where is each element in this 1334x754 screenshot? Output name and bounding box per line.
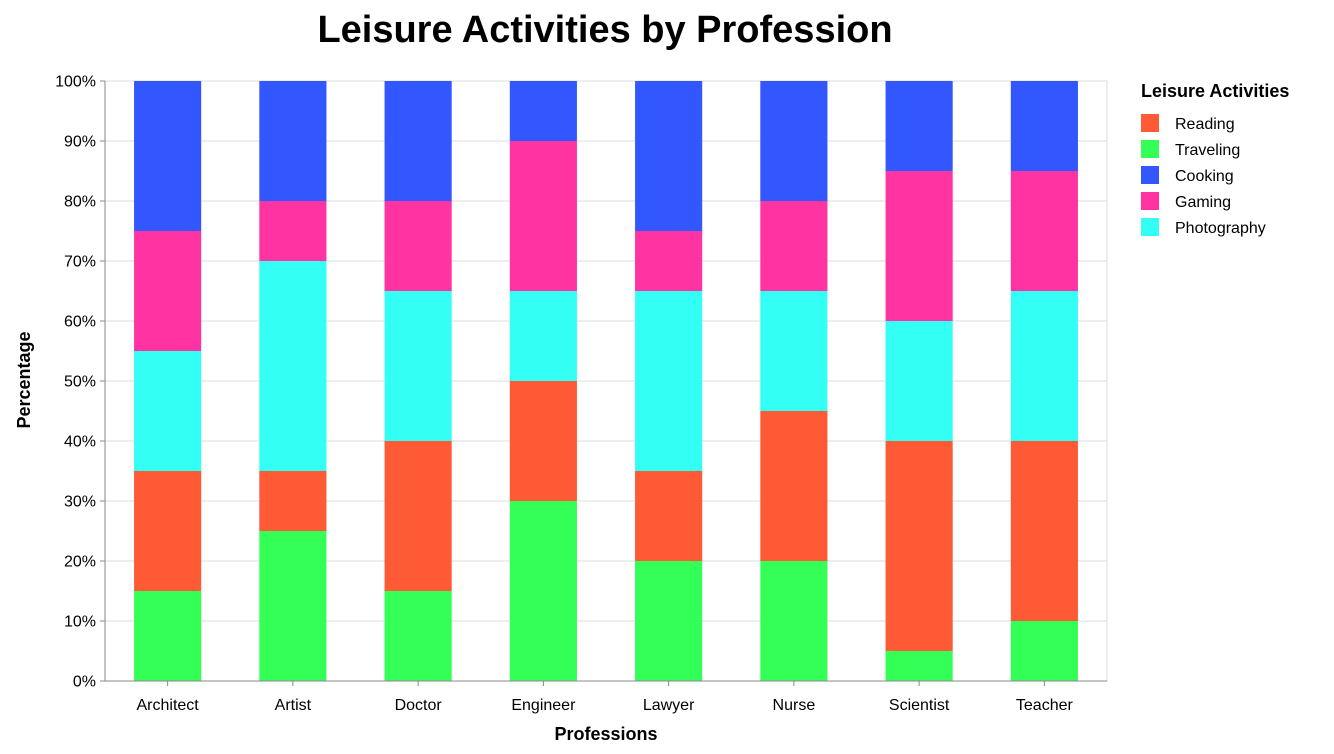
bar-engineer-gaming bbox=[509, 141, 577, 291]
legend-swatch bbox=[1141, 218, 1159, 236]
bar-doctor-cooking bbox=[384, 81, 452, 201]
x-tick-label: Lawyer bbox=[643, 697, 695, 714]
bar-artist-cooking bbox=[259, 81, 327, 201]
bar-scientist-reading bbox=[885, 441, 953, 651]
bar-scientist-gaming bbox=[885, 171, 953, 321]
legend-label: Photography bbox=[1175, 220, 1266, 237]
bar-teacher-reading bbox=[1010, 441, 1078, 621]
bar-nurse-traveling bbox=[760, 561, 828, 681]
y-tick-label: 90% bbox=[64, 134, 96, 151]
x-tick-label: Artist bbox=[275, 697, 312, 714]
legend-label: Reading bbox=[1175, 116, 1235, 133]
y-tick-label: 70% bbox=[64, 254, 96, 271]
bar-engineer-cooking bbox=[509, 81, 577, 141]
bar-nurse-photography bbox=[760, 291, 828, 411]
bar-teacher-cooking bbox=[1010, 81, 1078, 171]
axes: 0% 10% 20% 30% 40% 50% 60% 70% 80% 90% 100% Archite… bbox=[55, 74, 1107, 714]
bar-nurse-cooking bbox=[760, 81, 828, 201]
x-tick-label: Teacher bbox=[1016, 697, 1074, 714]
y-tick-label: 10% bbox=[64, 614, 96, 631]
bar-engineer-traveling bbox=[509, 501, 577, 681]
bars bbox=[134, 81, 1078, 681]
bar-scientist-photography bbox=[885, 321, 953, 441]
bar-engineer-reading bbox=[509, 381, 577, 501]
y-tick-label: 60% bbox=[64, 314, 96, 331]
bar-architect-traveling bbox=[134, 591, 202, 681]
y-axis-title: Percentage bbox=[14, 331, 34, 428]
bar-architect-photography bbox=[134, 351, 202, 471]
legend-label: Cooking bbox=[1175, 168, 1234, 185]
y-tick-label: 20% bbox=[64, 554, 96, 571]
bar-doctor-gaming bbox=[384, 201, 452, 291]
y-tick-label: 0% bbox=[73, 674, 96, 691]
bar-architect-cooking bbox=[134, 81, 202, 231]
x-tick-label: Doctor bbox=[395, 697, 443, 714]
y-tick-label: 100% bbox=[55, 74, 96, 91]
bar-teacher-photography bbox=[1010, 291, 1078, 441]
bar-teacher-traveling bbox=[1010, 621, 1078, 681]
bar-artist-photography bbox=[259, 261, 327, 471]
bar-nurse-reading bbox=[760, 411, 828, 561]
bar-lawyer-gaming bbox=[635, 231, 703, 291]
y-tick-label: 30% bbox=[64, 494, 96, 511]
bar-artist-traveling bbox=[259, 531, 327, 681]
legend: Reading Traveling Cooking Gaming Photography bbox=[1141, 114, 1266, 237]
legend-swatch bbox=[1141, 192, 1159, 210]
bar-engineer-photography bbox=[509, 291, 577, 381]
legend-label: Gaming bbox=[1175, 194, 1231, 211]
bar-lawyer-cooking bbox=[635, 81, 703, 231]
bar-lawyer-photography bbox=[635, 291, 703, 471]
y-tick-label: 50% bbox=[64, 374, 96, 391]
bar-lawyer-traveling bbox=[635, 561, 703, 681]
x-tick-label: Nurse bbox=[773, 697, 816, 714]
bar-architect-reading bbox=[134, 471, 202, 591]
gridlines bbox=[105, 80, 1108, 682]
bar-architect-gaming bbox=[134, 231, 202, 351]
x-tick-label: Engineer bbox=[511, 697, 576, 714]
bar-teacher-gaming bbox=[1010, 171, 1078, 291]
x-tick-label: Scientist bbox=[889, 697, 950, 714]
x-tick-label: Architect bbox=[137, 697, 200, 714]
bar-scientist-traveling bbox=[885, 651, 953, 681]
bar-doctor-reading bbox=[384, 441, 452, 591]
bar-doctor-traveling bbox=[384, 591, 452, 681]
y-tick-label: 40% bbox=[64, 434, 96, 451]
bar-doctor-photography bbox=[384, 291, 452, 441]
x-axis-title: Professions bbox=[554, 724, 657, 744]
legend-swatch bbox=[1141, 140, 1159, 158]
legend-label: Traveling bbox=[1175, 142, 1240, 159]
chart-title: Leisure Activities by Profession bbox=[317, 9, 892, 51]
legend-swatch bbox=[1141, 114, 1159, 132]
legend-title: Leisure Activities bbox=[1141, 81, 1289, 101]
y-tick-label: 80% bbox=[64, 194, 96, 211]
bar-lawyer-reading bbox=[635, 471, 703, 561]
legend-swatch bbox=[1141, 166, 1159, 184]
bar-nurse-gaming bbox=[760, 201, 828, 291]
bar-artist-gaming bbox=[259, 201, 327, 261]
bar-artist-reading bbox=[259, 471, 327, 531]
bar-scientist-cooking bbox=[885, 81, 953, 171]
